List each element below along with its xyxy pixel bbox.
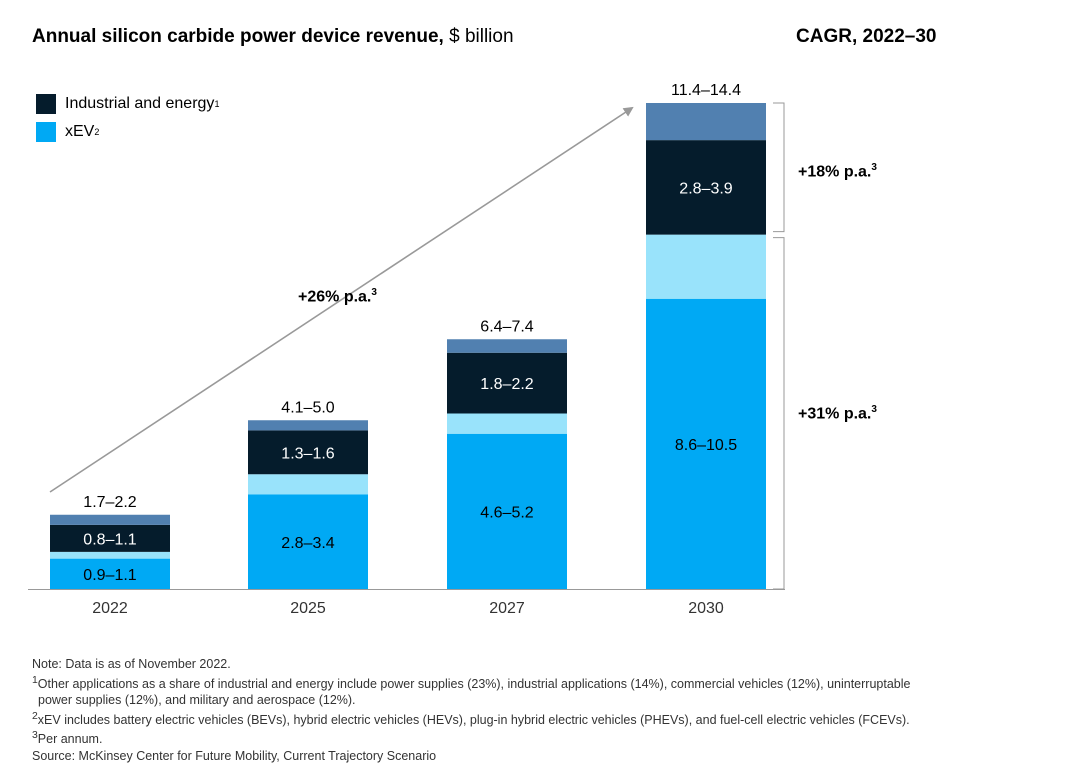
bar-2027-segment-2 bbox=[447, 352, 567, 414]
chart-title-unit: $ billion bbox=[449, 26, 514, 47]
bar-2025-segment-1 bbox=[248, 474, 368, 495]
legend-sup-industrial: 1 bbox=[214, 99, 220, 109]
bar-2022-segment-3 bbox=[50, 514, 170, 525]
cagr-sup-xev: 3 bbox=[871, 404, 877, 415]
total-label-2030: 11.4–14.4 bbox=[671, 82, 741, 99]
footnote-1-line-b: power supplies (12%), and military and a… bbox=[38, 693, 356, 708]
bar-2022-segment-0 bbox=[50, 558, 170, 589]
industrial-value-label-2030: 2.8–3.9 bbox=[679, 180, 732, 197]
total-label-2027: 6.4–7.4 bbox=[480, 318, 533, 335]
chart-title: Annual silicon carbide power device reve… bbox=[32, 26, 514, 48]
bracket-xev bbox=[773, 237, 785, 590]
total-label-2022: 1.7–2.2 bbox=[83, 494, 136, 511]
legend: Industrial and energy 1 xEV 2 bbox=[36, 90, 219, 146]
footnote-2-line: 2xEV includes battery electric vehicles … bbox=[32, 709, 1072, 729]
footnote-2-marker: 2 bbox=[32, 710, 38, 722]
x-tick-label-2025: 2025 bbox=[290, 600, 326, 617]
bar-2027-segment-1 bbox=[447, 413, 567, 434]
legend-label-xev: xEV bbox=[65, 123, 95, 140]
xev-value-label-2027: 4.6–5.2 bbox=[480, 504, 533, 521]
industrial-value-label-2025: 1.3–1.6 bbox=[281, 445, 334, 462]
bar-2027-segment-3 bbox=[447, 339, 567, 353]
footnote-3-marker: 3 bbox=[32, 730, 38, 742]
footnote-3-text: Per annum. bbox=[37, 732, 103, 747]
bar-2025-segment-0 bbox=[248, 494, 368, 589]
xev-value-label-2025: 2.8–3.4 bbox=[281, 535, 334, 552]
legend-item-industrial: Industrial and energy 1 bbox=[36, 90, 219, 118]
industrial-value-label-2027: 1.8–2.2 bbox=[480, 376, 533, 393]
footnote-1-marker: 1 bbox=[32, 674, 38, 686]
legend-sup-xev: 2 bbox=[94, 127, 100, 137]
note-line: Note: Data is as of November 2022. bbox=[32, 657, 231, 671]
legend-item-xev: xEV 2 bbox=[36, 118, 219, 146]
cagr-text-xev: +31% p.a. bbox=[798, 405, 872, 423]
overall-cagr-text: +26% p.a. bbox=[298, 288, 372, 306]
cagr-label-xev: +31% p.a.3 bbox=[798, 404, 877, 423]
source-line: Source: McKinsey Center for Future Mobil… bbox=[32, 748, 437, 763]
footnote-3-line: 3Per annum. bbox=[32, 728, 1072, 748]
chart-title-main: Annual silicon carbide power device reve… bbox=[32, 26, 444, 47]
legend-swatch-xev bbox=[36, 122, 56, 142]
bar-2030-segment-2 bbox=[646, 140, 766, 235]
footnote-2-text: xEV includes battery electric vehicles (… bbox=[37, 712, 910, 727]
chart-canvas: 0.9–1.1 0.8–1.1 1.7–2.2 2022 2.8–3.4 1.3–1.6 4… bbox=[28, 82, 785, 617]
cagr-text-industrial: +18% p.a. bbox=[798, 163, 872, 181]
legend-label-industrial: Industrial and energy bbox=[65, 95, 215, 112]
x-tick-label-2030: 2030 bbox=[688, 600, 724, 617]
bar-2030-segment-3 bbox=[646, 103, 766, 141]
bar-2025-segment-3 bbox=[248, 420, 368, 431]
footnotes: Note: Data is as of November 2022. 1Othe… bbox=[32, 656, 1072, 764]
footnote-1-text-a: Other applications as a share of industr… bbox=[37, 676, 911, 691]
bar-2027-segment-0 bbox=[447, 433, 567, 589]
bar-2022-segment-1 bbox=[50, 551, 170, 559]
cagr-title: CAGR, 2022–30 bbox=[796, 26, 937, 47]
overall-cagr-label: +26% p.a.3 bbox=[298, 287, 377, 306]
x-tick-label-2022: 2022 bbox=[92, 600, 128, 617]
industrial-value-label-2022: 0.8–1.1 bbox=[83, 531, 136, 548]
bar-2025-segment-2 bbox=[248, 430, 368, 475]
bracket-industrial bbox=[773, 102, 785, 233]
xev-value-label-2030: 8.6–10.5 bbox=[675, 437, 737, 454]
bar-2030-segment-0 bbox=[646, 298, 766, 589]
total-label-2025: 4.1–5.0 bbox=[281, 399, 334, 416]
bar-2022-segment-2 bbox=[50, 524, 170, 552]
legend-swatch-industrial bbox=[36, 94, 56, 114]
cagr-sup-industrial: 3 bbox=[871, 162, 877, 173]
cagr-label-industrial: +18% p.a.3 bbox=[798, 162, 877, 181]
x-tick-label-2027: 2027 bbox=[489, 600, 525, 617]
overall-cagr-arrow bbox=[49, 106, 634, 493]
xev-value-label-2022: 0.9–1.1 bbox=[83, 567, 136, 584]
footnote-1-line-a: 1Other applications as a share of indust… bbox=[32, 673, 1072, 693]
overall-cagr-sup: 3 bbox=[371, 287, 377, 298]
bar-2030-segment-1 bbox=[646, 234, 766, 299]
